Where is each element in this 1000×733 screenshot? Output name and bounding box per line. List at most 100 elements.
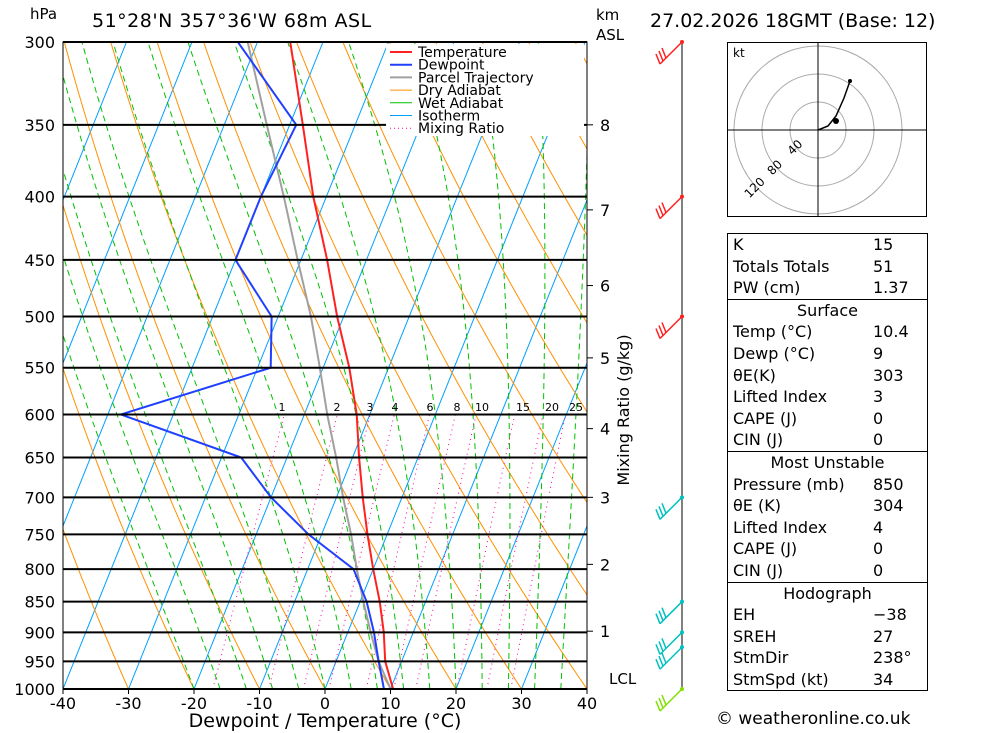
wind-barb-feather xyxy=(655,644,661,655)
dry-adiabat-line xyxy=(993,42,1000,689)
wind-barb-feather xyxy=(655,328,661,339)
most-unstable-value: 4 xyxy=(873,517,884,537)
dry-adiabat-line xyxy=(342,42,587,504)
surface-label: Temp (°C) xyxy=(733,322,813,342)
pressure-tick-label: 750 xyxy=(24,525,55,544)
isotherm-line xyxy=(63,42,127,202)
surface-label: CIN (J) xyxy=(733,430,784,450)
datetime-title: 27.02.2026 18GMT (Base: 12) xyxy=(650,10,936,32)
wind-barb-feather xyxy=(655,208,661,219)
height-tick-label: 3 xyxy=(600,488,610,507)
mixing-ratio-label: 1 xyxy=(279,401,286,414)
temperature-tick-label: -40 xyxy=(50,694,76,713)
indices-table: K 15 Totals Totals 51 PW (cm) 1.37 Surface Te… xyxy=(727,233,928,692)
mixing-ratio-line xyxy=(456,414,516,689)
temperature-tick-label: 30 xyxy=(511,694,531,713)
wet-adiabat-line xyxy=(534,42,546,689)
pressure-tick-label: 700 xyxy=(24,488,55,507)
isotherm-line xyxy=(193,42,455,689)
height-tick-label: 2 xyxy=(600,555,610,574)
legend-box xyxy=(386,44,584,136)
most-unstable-row: CAPE (J) 0 xyxy=(728,538,927,560)
wind-barb-staff xyxy=(659,688,683,712)
mixing-ratio-label: 3 xyxy=(367,401,374,414)
wind-barb-staff xyxy=(659,196,683,220)
isotherm-line xyxy=(521,524,587,689)
hodograph-trace xyxy=(817,80,851,131)
dry-adiabat-line xyxy=(481,42,587,237)
pressure-tick-label: 900 xyxy=(24,623,55,642)
pressure-tick-label: 1000 xyxy=(14,680,55,699)
wind-barb xyxy=(655,496,683,520)
legend-label: Temperature xyxy=(417,45,507,61)
surface-value: 3 xyxy=(873,387,884,407)
hodograph-value: 34 xyxy=(873,669,894,689)
wind-barb xyxy=(655,631,683,655)
wind-barb-feather xyxy=(658,50,664,62)
temperature-profile xyxy=(289,42,395,689)
surface-row: θE(K) 303 xyxy=(728,365,927,387)
wind-barb-feather xyxy=(658,610,664,621)
mixing-ratio-axis-title: Mixing Ratio (g/kg) xyxy=(614,334,633,485)
mixing-ratio-line xyxy=(212,414,285,689)
hodograph-ring-label: 40 xyxy=(785,137,806,158)
most-unstable-header: Most Unstable xyxy=(728,450,927,474)
pressure-tick-label: 550 xyxy=(24,359,55,378)
temperature-tick-label: 40 xyxy=(577,694,597,713)
wind-barb xyxy=(655,646,683,670)
wind-barb-feather xyxy=(661,652,667,664)
wind-barb xyxy=(655,196,683,220)
mixing-ratio-label: 8 xyxy=(454,401,461,414)
wind-barb-staff xyxy=(659,646,683,670)
most-unstable-value: 0 xyxy=(873,539,884,559)
most-unstable-value: 304 xyxy=(873,496,904,516)
pressure-tick-label: 450 xyxy=(24,251,55,270)
pressure-tick-label: 300 xyxy=(24,33,55,52)
wet-adiabat-line xyxy=(63,253,221,689)
index-label: Totals Totals xyxy=(733,256,830,276)
surface-label: Lifted Index xyxy=(733,387,828,407)
pressure-unit-label: hPa xyxy=(30,5,57,23)
wind-barb-feather xyxy=(661,47,667,59)
hodograph-row: EH −38 xyxy=(728,604,927,626)
wind-barb xyxy=(655,315,683,340)
temperature-tick-label: 20 xyxy=(446,694,466,713)
height-tick-label: 4 xyxy=(600,420,610,439)
pressure-tick-label: 500 xyxy=(24,308,55,327)
hodograph-row: StmSpd (kt) 34 xyxy=(728,669,927,691)
wind-barb-feather xyxy=(655,700,661,712)
wind-barb-feather xyxy=(661,638,667,649)
legend-label: Dry Adiabat xyxy=(418,83,501,99)
wind-barb-feather xyxy=(655,613,661,624)
height-tick-label: 5 xyxy=(600,349,610,368)
surface-row: CIN (J) 0 xyxy=(728,429,927,451)
surface-label: θE(K) xyxy=(733,365,776,385)
index-label: K xyxy=(733,235,744,254)
most-unstable-row: θE (K) 304 xyxy=(728,495,927,517)
isotherm-line xyxy=(63,42,193,365)
most-unstable-label: θE (K) xyxy=(733,496,781,516)
hodograph-ring-label: 80 xyxy=(764,157,785,178)
mixing-ratio-label: 2 xyxy=(334,401,341,414)
wind-barb-feather xyxy=(661,322,667,333)
height-unit-asl: ASL xyxy=(596,26,625,44)
pressure-tick-label: 850 xyxy=(24,593,55,612)
isotherm-line xyxy=(324,42,586,689)
index-value: 15 xyxy=(873,235,894,254)
index-label: PW (cm) xyxy=(733,278,801,298)
isotherm-line xyxy=(455,361,587,689)
most-unstable-value: 0 xyxy=(873,560,884,580)
hodograph-label: StmDir xyxy=(733,648,789,668)
temperature-tick-label: -20 xyxy=(181,694,207,713)
most-unstable-row: CIN (J) 0 xyxy=(728,560,927,582)
hodograph-ring-label: 120 xyxy=(742,175,768,201)
surface-value: 303 xyxy=(873,365,904,385)
wind-barb-feather xyxy=(658,641,664,652)
wind-barb-feather xyxy=(655,509,661,520)
wind-barb-feather xyxy=(658,205,664,216)
height-tick-label: 7 xyxy=(600,201,610,220)
wind-barb-staff xyxy=(659,631,683,655)
legend-label: Isotherm xyxy=(418,109,480,125)
surface-row: Temp (°C) 10.4 xyxy=(728,321,927,343)
